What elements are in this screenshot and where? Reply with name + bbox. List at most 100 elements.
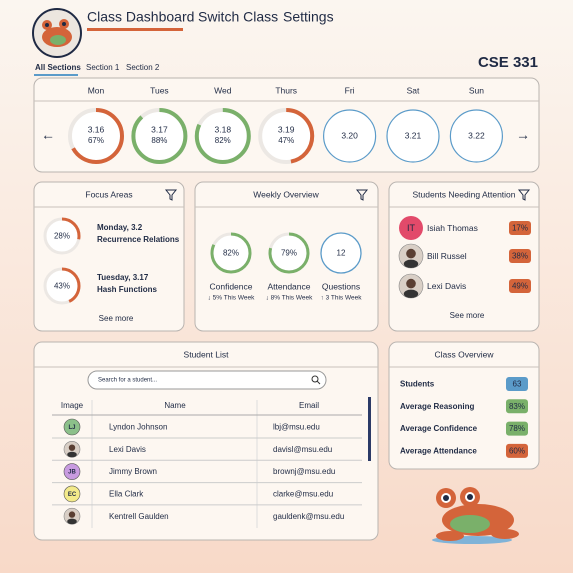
see-more-link[interactable]: See more: [450, 311, 485, 320]
class-overview-card: [388, 341, 540, 470]
avatar-photo: [68, 511, 76, 518]
ring-arc: [194, 108, 251, 164]
nav-link[interactable]: Switch Class: [198, 9, 278, 25]
student-email: brownj@msu.edu: [273, 467, 335, 476]
badge: [509, 279, 531, 293]
day-circle[interactable]: [449, 109, 503, 163]
nav-link[interactable]: Class Dashboard: [87, 9, 194, 25]
card-title: Weekly Overview: [253, 189, 319, 199]
badge-text: 49%: [512, 282, 528, 291]
day-percent: 82%: [215, 136, 231, 145]
avatar-photo: [67, 518, 77, 525]
see-more-link[interactable]: See more: [99, 314, 134, 323]
metric-name: Attendance: [267, 281, 310, 291]
nav-underline: [87, 28, 183, 31]
tab-underline: [34, 74, 78, 76]
metric-change: ↑ 3 This Week: [321, 295, 363, 302]
student-list-card: [33, 341, 379, 541]
day-percent: 67%: [88, 136, 104, 145]
day-date: 3.20: [341, 130, 358, 140]
column-header: Name: [164, 401, 186, 410]
metric-value: 12: [337, 249, 346, 258]
ring-arc: [210, 232, 252, 274]
badge: [509, 249, 531, 263]
badge: [506, 399, 528, 414]
card-title: Focus Areas: [85, 189, 132, 199]
ring-arc: [43, 217, 81, 255]
logo[interactable]: [32, 8, 82, 58]
ring-arc: [43, 267, 81, 305]
day-circle[interactable]: [323, 109, 377, 163]
avatar: [399, 216, 423, 240]
ring-arc: [268, 232, 310, 274]
day-percent: 88%: [151, 136, 167, 145]
badge-text: 78%: [509, 424, 525, 433]
student-name[interactable]: Bill Russel: [427, 251, 467, 261]
student-name[interactable]: Isiah Thomas: [427, 223, 478, 233]
avatar-initials: IT: [407, 223, 416, 233]
day-date: 3.16: [88, 124, 105, 134]
day-label: Sun: [469, 85, 484, 95]
card-title: Class Overview: [434, 349, 494, 359]
card-title: Student List: [184, 349, 230, 359]
search-icon[interactable]: [311, 375, 319, 383]
filter-icon[interactable]: [517, 189, 531, 201]
badge-text: 63: [513, 380, 522, 389]
overview-label: Average Confidence: [400, 424, 478, 433]
metric-value: 79%: [281, 249, 297, 258]
badge-text: 83%: [509, 402, 525, 411]
avatar: [63, 463, 81, 480]
avatar-photo: [403, 289, 419, 298]
column-header: Email: [299, 401, 319, 410]
student-name[interactable]: Lyndon Johnson: [109, 423, 167, 432]
ring-arc: [68, 108, 124, 164]
badge: [506, 443, 528, 458]
badge-text: 17%: [512, 224, 528, 233]
badge: [506, 377, 528, 391]
avatar-photo: [403, 259, 419, 268]
student-email: gauldenk@msu.edu: [273, 512, 344, 521]
student-name[interactable]: Lexi Davis: [427, 281, 466, 291]
ring-arc: [131, 108, 188, 164]
avatar: [63, 485, 81, 503]
metric-name: Confidence: [209, 281, 252, 291]
nav-link[interactable]: Settings: [283, 9, 334, 25]
avatar-initials: LJ: [68, 425, 75, 431]
section-tab[interactable]: Section 2: [126, 63, 160, 72]
student-name[interactable]: Jimmy Brown: [109, 467, 157, 476]
day-label: Tues: [150, 85, 169, 95]
focus-date: Tuesday, 3.17: [97, 273, 149, 282]
metric-change: ↓ 8% This Week: [266, 295, 313, 302]
student-email: lbj@msu.edu: [273, 423, 320, 432]
next-arrow[interactable]: →: [516, 127, 530, 143]
day-label: Mon: [88, 85, 105, 95]
search-box[interactable]: [87, 370, 327, 390]
student-name[interactable]: Ella Clark: [109, 490, 144, 499]
focus-topic: Hash Functions: [97, 285, 158, 294]
student-email: clarke@msu.edu: [273, 490, 333, 499]
day-label: Sat: [407, 85, 420, 95]
filter-icon[interactable]: [164, 189, 178, 201]
prev-arrow[interactable]: ←: [41, 127, 55, 143]
filter-icon[interactable]: [355, 189, 369, 201]
search-placeholder: Search for a student...: [98, 378, 157, 384]
badge-text: 38%: [512, 252, 528, 261]
section-tab[interactable]: Section 1: [86, 63, 120, 72]
student-name[interactable]: Lexi Davis: [109, 445, 146, 454]
badge: [509, 221, 531, 235]
metric-change: ↓ 5% This Week: [208, 295, 255, 302]
focus-percent: 28%: [54, 232, 70, 241]
day-label: Wed: [214, 85, 232, 95]
section-tab[interactable]: All Sections: [35, 63, 81, 72]
day-circle[interactable]: [386, 109, 440, 163]
focus-percent: 43%: [54, 282, 70, 291]
day-date: 3.22: [468, 130, 485, 140]
avatar-initials: JB: [68, 470, 76, 476]
scrollbar[interactable]: [368, 397, 371, 461]
student-name[interactable]: Kentrell Gaulden: [109, 512, 169, 521]
avatar-photo: [67, 451, 77, 458]
focus-card: [33, 181, 185, 332]
card-title: Students Needing Attention: [412, 189, 515, 199]
